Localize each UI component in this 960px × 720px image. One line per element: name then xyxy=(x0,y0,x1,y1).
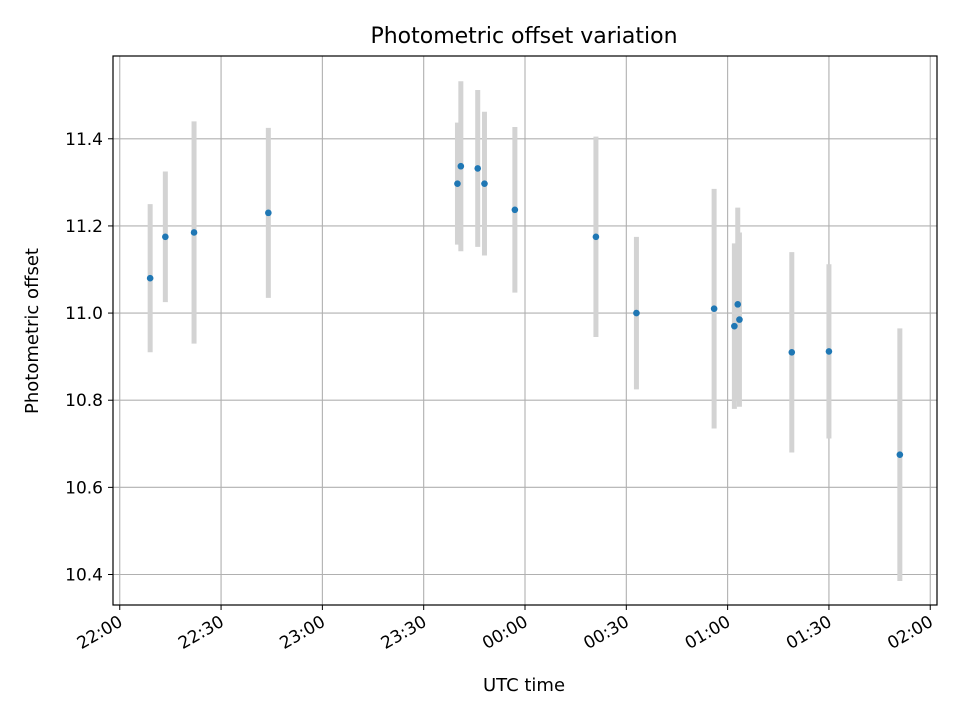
data-point xyxy=(511,206,519,214)
data-point xyxy=(731,322,738,330)
data-point xyxy=(457,162,465,170)
data-point xyxy=(633,309,640,317)
x-tick-label: 01:30 xyxy=(783,612,835,654)
y-tick-label: 11.0 xyxy=(65,304,103,324)
y-axis-label: Photometric offset xyxy=(22,248,43,414)
x-tick-label: 01:00 xyxy=(682,612,734,654)
x-tick-label: 23:30 xyxy=(378,612,430,654)
data-point xyxy=(454,180,461,187)
chart-title: Photometric offset variation xyxy=(370,24,677,49)
y-tick-label: 10.6 xyxy=(65,478,103,498)
x-tick-label: 23:00 xyxy=(276,612,328,654)
x-tick-label: 22:00 xyxy=(74,612,126,654)
data-point xyxy=(736,316,743,323)
grid-layer xyxy=(113,56,937,605)
x-tick-label: 00:00 xyxy=(479,612,531,654)
data-point xyxy=(146,274,154,282)
x-axis-label: UTC time xyxy=(483,675,565,696)
data-point xyxy=(896,451,904,458)
y-tick-label: 10.4 xyxy=(65,566,103,586)
data-point xyxy=(190,229,198,236)
data-point xyxy=(734,301,742,308)
data-point xyxy=(592,233,600,241)
data-point xyxy=(710,305,718,313)
data-point xyxy=(162,233,169,241)
data-point xyxy=(265,209,272,217)
data-point xyxy=(825,348,833,355)
y-tick-label: 11.4 xyxy=(65,130,103,150)
data-point xyxy=(474,165,482,172)
x-tick-label: 02:00 xyxy=(884,612,936,654)
y-tick-label: 11.2 xyxy=(65,217,103,237)
x-tick-label: 22:30 xyxy=(175,612,227,654)
point-layer xyxy=(146,162,904,458)
data-point xyxy=(481,180,488,187)
data-point xyxy=(788,348,796,356)
x-tick-label: 00:30 xyxy=(580,612,632,654)
y-tick-label: 10.8 xyxy=(65,391,103,411)
